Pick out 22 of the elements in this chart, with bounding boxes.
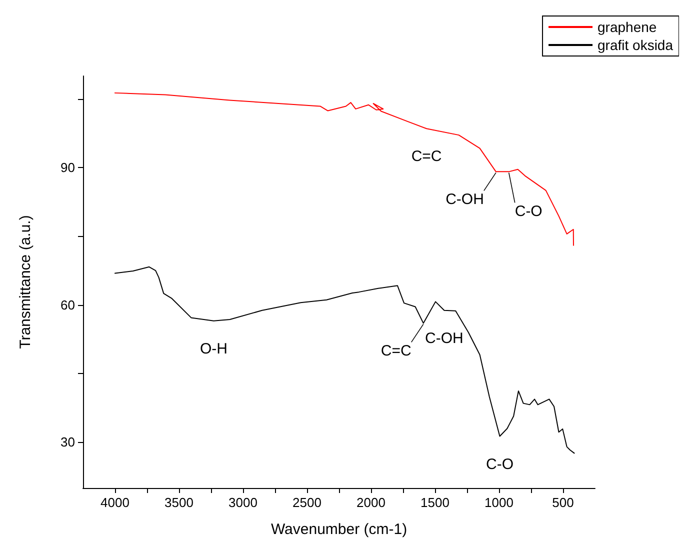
- legend-label: graphene: [598, 19, 657, 35]
- y-tick-label: 90: [60, 160, 75, 176]
- x-tick-label: 2000: [356, 495, 386, 510]
- y-axis-title: Transmittance (a.u.): [17, 215, 34, 349]
- y-tick-label: 30: [60, 434, 75, 450]
- x-tick-label: 500: [552, 495, 574, 510]
- annotation: C=C: [411, 148, 442, 166]
- annotation: C-O: [514, 203, 542, 220]
- x-axis-title: Wavenumber (cm-1): [270, 521, 408, 538]
- x-tick-label: 1500: [420, 495, 450, 510]
- x-tick-label: 4000: [100, 495, 130, 510]
- annotation: C-O: [486, 456, 514, 473]
- x-tick-label: 3000: [228, 495, 258, 510]
- annotation: C-OH: [446, 191, 484, 208]
- x-tick-label: 1000: [484, 495, 514, 510]
- legend-label: grafit oksida: [598, 37, 674, 53]
- y-tick-label: 60: [60, 297, 75, 312]
- x-tick-label: 3500: [164, 495, 194, 510]
- annotation: O-H: [200, 340, 228, 358]
- annotation: C-OH: [425, 330, 464, 347]
- x-tick-label: 2500: [292, 495, 322, 510]
- annotation: C=C: [380, 342, 412, 360]
